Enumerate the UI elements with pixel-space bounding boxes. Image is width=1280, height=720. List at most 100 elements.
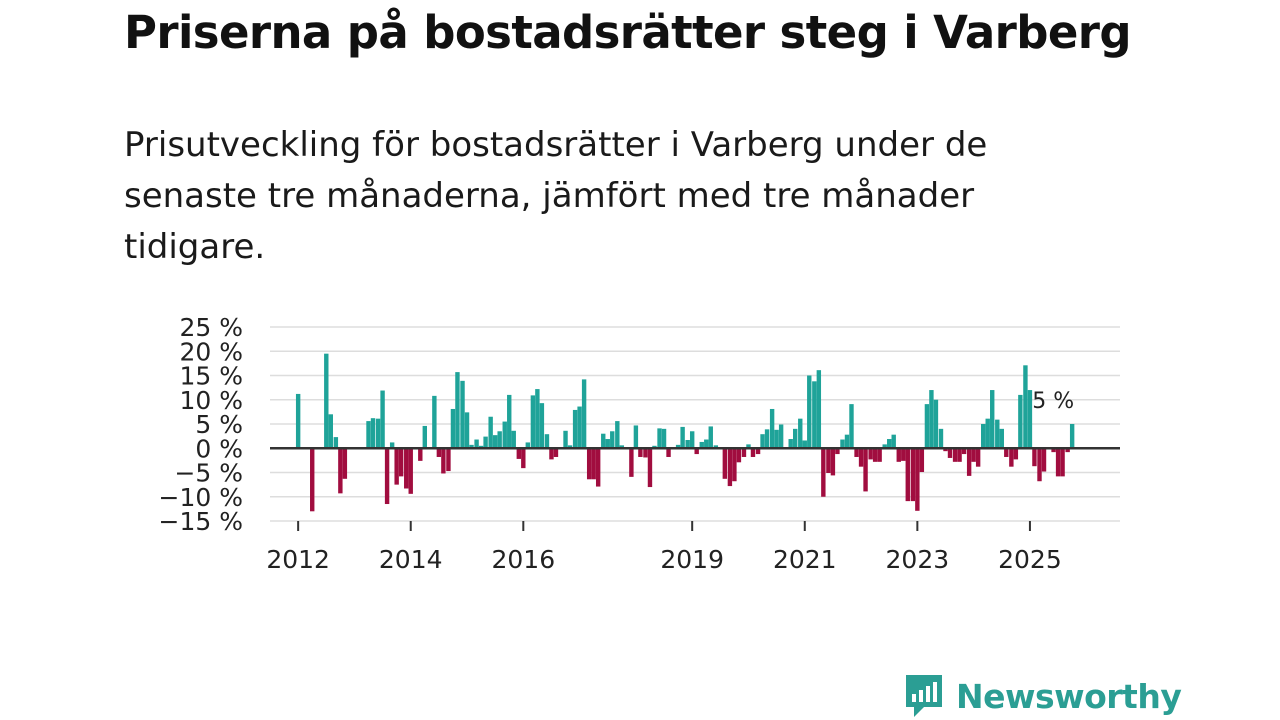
bar xyxy=(1023,365,1028,449)
bar xyxy=(835,448,840,455)
bar xyxy=(1027,390,1033,449)
bar xyxy=(961,448,967,455)
bars xyxy=(295,353,1075,512)
bar xyxy=(680,426,685,449)
bar xyxy=(601,433,606,449)
bar xyxy=(685,440,690,449)
bar xyxy=(370,418,376,449)
bar xyxy=(919,448,925,473)
bar xyxy=(807,375,812,449)
bar xyxy=(844,434,850,449)
y-tick-label: 20 % xyxy=(179,337,243,366)
bar xyxy=(398,448,404,477)
bar xyxy=(544,434,550,449)
bar xyxy=(1037,448,1042,482)
bar xyxy=(727,448,733,487)
bar xyxy=(750,448,756,457)
bar xyxy=(497,431,502,449)
bar xyxy=(469,444,474,449)
bar xyxy=(502,421,507,449)
y-tick-label: −5 % xyxy=(174,459,243,488)
bar xyxy=(450,408,456,449)
bar xyxy=(995,419,1000,449)
bar xyxy=(981,424,986,449)
last-value-label: 5 % xyxy=(1032,389,1074,414)
bar xyxy=(872,448,878,462)
bar xyxy=(774,429,779,449)
x-tick-label: 2019 xyxy=(660,545,724,574)
bar xyxy=(858,448,864,467)
bar xyxy=(722,448,728,479)
bar xyxy=(1055,448,1061,477)
y-tick-label: 5 % xyxy=(195,410,243,439)
bar xyxy=(1032,448,1037,467)
bar xyxy=(366,421,371,449)
bar xyxy=(516,448,522,459)
bar xyxy=(530,395,536,449)
bar xyxy=(553,448,559,457)
bar xyxy=(389,442,395,449)
bar xyxy=(474,439,479,449)
bar xyxy=(840,439,845,449)
bar xyxy=(694,448,699,455)
bar xyxy=(713,445,719,449)
bar xyxy=(328,414,333,449)
bar xyxy=(971,448,976,462)
bar xyxy=(511,430,516,449)
bar xyxy=(1018,394,1023,449)
bar xyxy=(521,448,526,469)
bar xyxy=(638,448,643,457)
bar xyxy=(868,448,873,460)
bar xyxy=(375,418,381,449)
bar xyxy=(586,448,592,480)
bar xyxy=(464,412,470,449)
y-tick-label: −10 % xyxy=(159,483,243,512)
bar xyxy=(741,448,747,457)
bar xyxy=(657,428,662,449)
bar xyxy=(1004,448,1009,457)
bar xyxy=(821,448,826,497)
gridlines xyxy=(270,326,1120,522)
bar xyxy=(887,439,892,449)
newsworthy-logo: Newsworthy xyxy=(904,672,1182,720)
bar xyxy=(488,416,493,449)
bar xyxy=(760,434,765,449)
bar xyxy=(591,448,596,480)
y-tick-label: 15 % xyxy=(179,362,243,391)
bar xyxy=(432,395,437,449)
x-tick-label: 2014 xyxy=(379,545,443,574)
bar xyxy=(380,390,385,449)
bar xyxy=(539,403,545,449)
y-tick-label: 0 % xyxy=(195,434,243,463)
bar xyxy=(422,425,427,449)
bar xyxy=(483,436,488,449)
bar xyxy=(957,448,962,462)
bar xyxy=(816,370,822,449)
bar xyxy=(708,426,713,449)
bar xyxy=(755,448,761,455)
bar xyxy=(492,435,498,449)
bar xyxy=(854,448,859,457)
bar xyxy=(581,379,587,449)
y-axis-labels: 25 %20 %15 %10 %5 %0 %−5 %−10 %−15 % xyxy=(159,313,243,536)
bar xyxy=(333,437,339,449)
bar xyxy=(915,448,920,511)
bar xyxy=(905,448,910,502)
x-tick-label: 2021 xyxy=(773,545,837,574)
bar xyxy=(985,418,990,449)
bar xyxy=(535,389,540,449)
bar xyxy=(891,434,896,449)
bar xyxy=(342,448,348,479)
bar xyxy=(675,444,681,449)
newsworthy-logo-icon xyxy=(906,675,942,717)
bar xyxy=(1009,448,1014,467)
bar xyxy=(619,445,625,449)
bar xyxy=(975,448,981,467)
bar xyxy=(877,448,882,462)
bar xyxy=(436,448,442,457)
bar xyxy=(605,439,610,449)
x-tick-label: 2016 xyxy=(491,545,555,574)
bar xyxy=(595,448,601,487)
bar xyxy=(704,439,709,449)
